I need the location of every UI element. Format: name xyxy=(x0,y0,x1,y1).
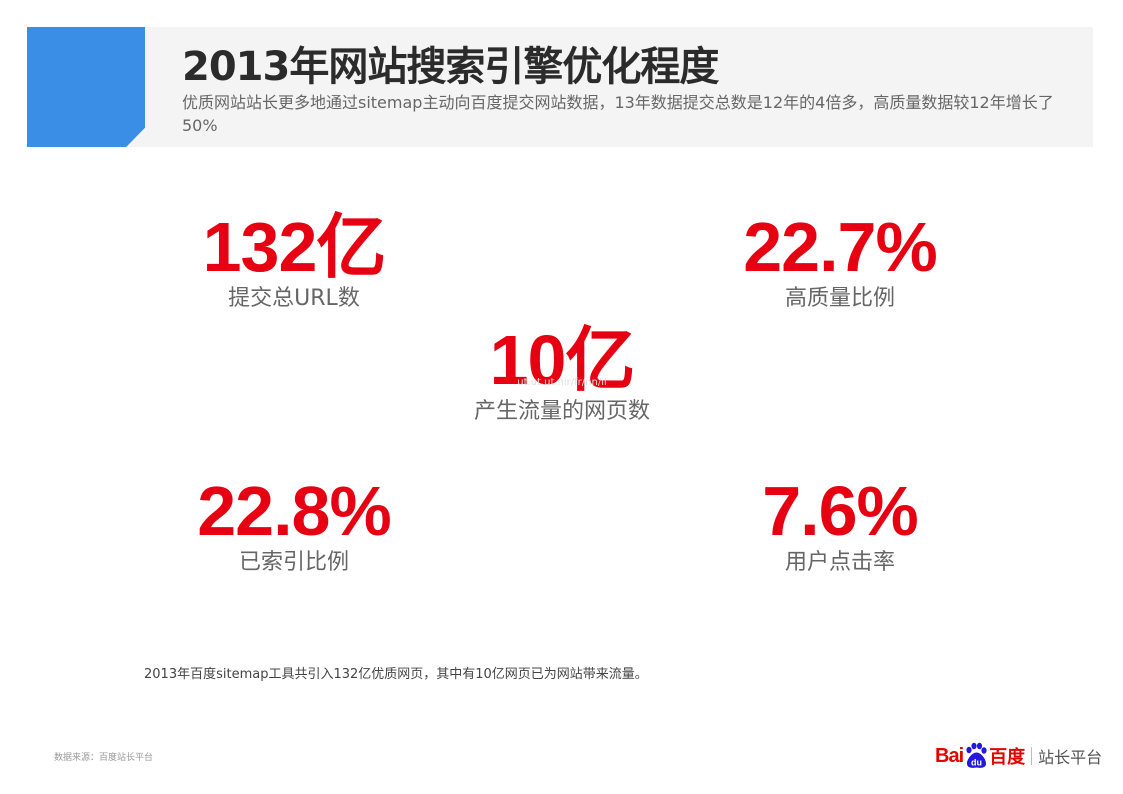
stat-label: 产生流量的网页数 xyxy=(473,399,650,424)
brand-platform: 站长平台 xyxy=(1038,748,1103,767)
stat-value: 22.8% xyxy=(197,472,391,550)
stat-value: 7.6% xyxy=(762,472,919,550)
brand-divider xyxy=(1031,747,1033,765)
stat-watermark: ut.ut.ut.nir/fr/nn/ii xyxy=(517,377,607,388)
brand-bai: Bai xyxy=(935,744,964,767)
header-accent-block xyxy=(27,27,145,147)
stat-value: 22.7% xyxy=(743,208,937,286)
stat-value: 10亿 xyxy=(489,321,636,399)
baidu-paw-icon: du xyxy=(966,742,987,768)
stat-high-quality-ratio: 22.7% 高质量比例 xyxy=(700,212,980,312)
stat-total-urls: 132亿 提交总URL数 xyxy=(154,212,434,312)
stat-label: 已索引比例 xyxy=(238,550,349,575)
stat-label: 用户点击率 xyxy=(784,550,895,575)
page-title: 2013年网站搜索引擎优化程度 xyxy=(182,44,719,90)
stat-click-rate: 7.6% 用户点击率 xyxy=(700,476,980,576)
page-subtitle: 优质网站站长更多地通过sitemap主动向百度提交网站数据，13年数据提交总数是… xyxy=(182,93,1054,135)
stat-value: 132亿 xyxy=(202,208,387,286)
footnote: 2013年百度sitemap工具共引入132亿优质网页，其中有10亿网页已为网站… xyxy=(144,667,648,682)
stat-label: 高质量比例 xyxy=(784,286,895,311)
brand-du: du xyxy=(971,758,982,768)
data-source: 数据来源：百度站长平台 xyxy=(54,753,154,763)
header-band xyxy=(27,27,1093,147)
stat-indexed-ratio: 22.8% 已索引比例 xyxy=(154,476,434,576)
brand-baidu: 百度 xyxy=(989,747,1026,768)
stat-traffic-pages: 10亿 ut.ut.ut.nir/fr/nn/ii 产生流量的网页数 xyxy=(422,325,702,425)
stat-label: 提交总URL数 xyxy=(228,286,360,311)
baidu-webmaster-logo: Bai du 百度 站长平台 xyxy=(935,740,1102,772)
